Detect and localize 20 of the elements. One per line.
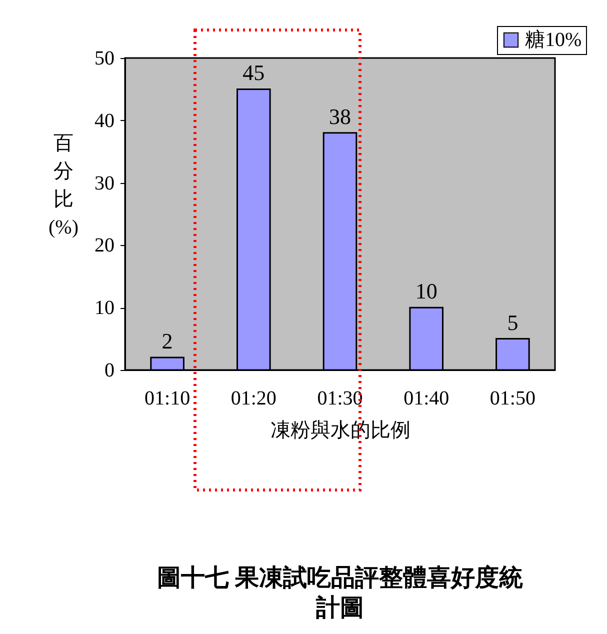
y-tick-label: 20 — [94, 234, 114, 257]
x-tick-label: 01:10 — [144, 388, 190, 410]
data-label: 38 — [329, 104, 351, 129]
x-axis-title: 凍粉與水的比例 — [270, 420, 410, 442]
text: 圖十七 果凍試吃品評整體喜好度統計圖 — [157, 564, 523, 622]
y-tick-label: 0 — [104, 360, 114, 382]
x-tick-label: 01:30 — [317, 388, 363, 410]
data-label: 2 — [162, 328, 173, 354]
y-axis-title: 百分比(%) — [48, 132, 78, 238]
y-tick-label: 50 — [94, 48, 114, 70]
data-label: 45 — [242, 60, 265, 86]
y-tick-label: 10 — [94, 297, 114, 320]
y-tick-label: 40 — [94, 110, 114, 132]
x-tick-label: 01:40 — [404, 388, 450, 410]
data-label: 5 — [507, 310, 518, 335]
data-label: 10 — [415, 278, 438, 304]
x-tick-label: 01:50 — [490, 388, 536, 410]
x-tick-label: 01:20 — [230, 388, 276, 410]
legend-label: 糖10% — [525, 29, 582, 51]
y-tick-label: 30 — [94, 172, 114, 194]
